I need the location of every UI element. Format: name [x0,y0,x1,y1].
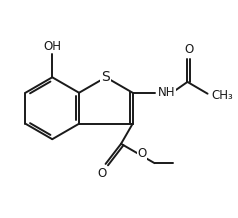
Text: O: O [98,167,107,180]
Text: NH: NH [157,86,175,99]
Text: OH: OH [43,39,61,53]
Text: S: S [101,70,110,84]
Text: O: O [137,147,146,160]
Text: CH₃: CH₃ [211,89,233,102]
Text: O: O [184,43,193,56]
